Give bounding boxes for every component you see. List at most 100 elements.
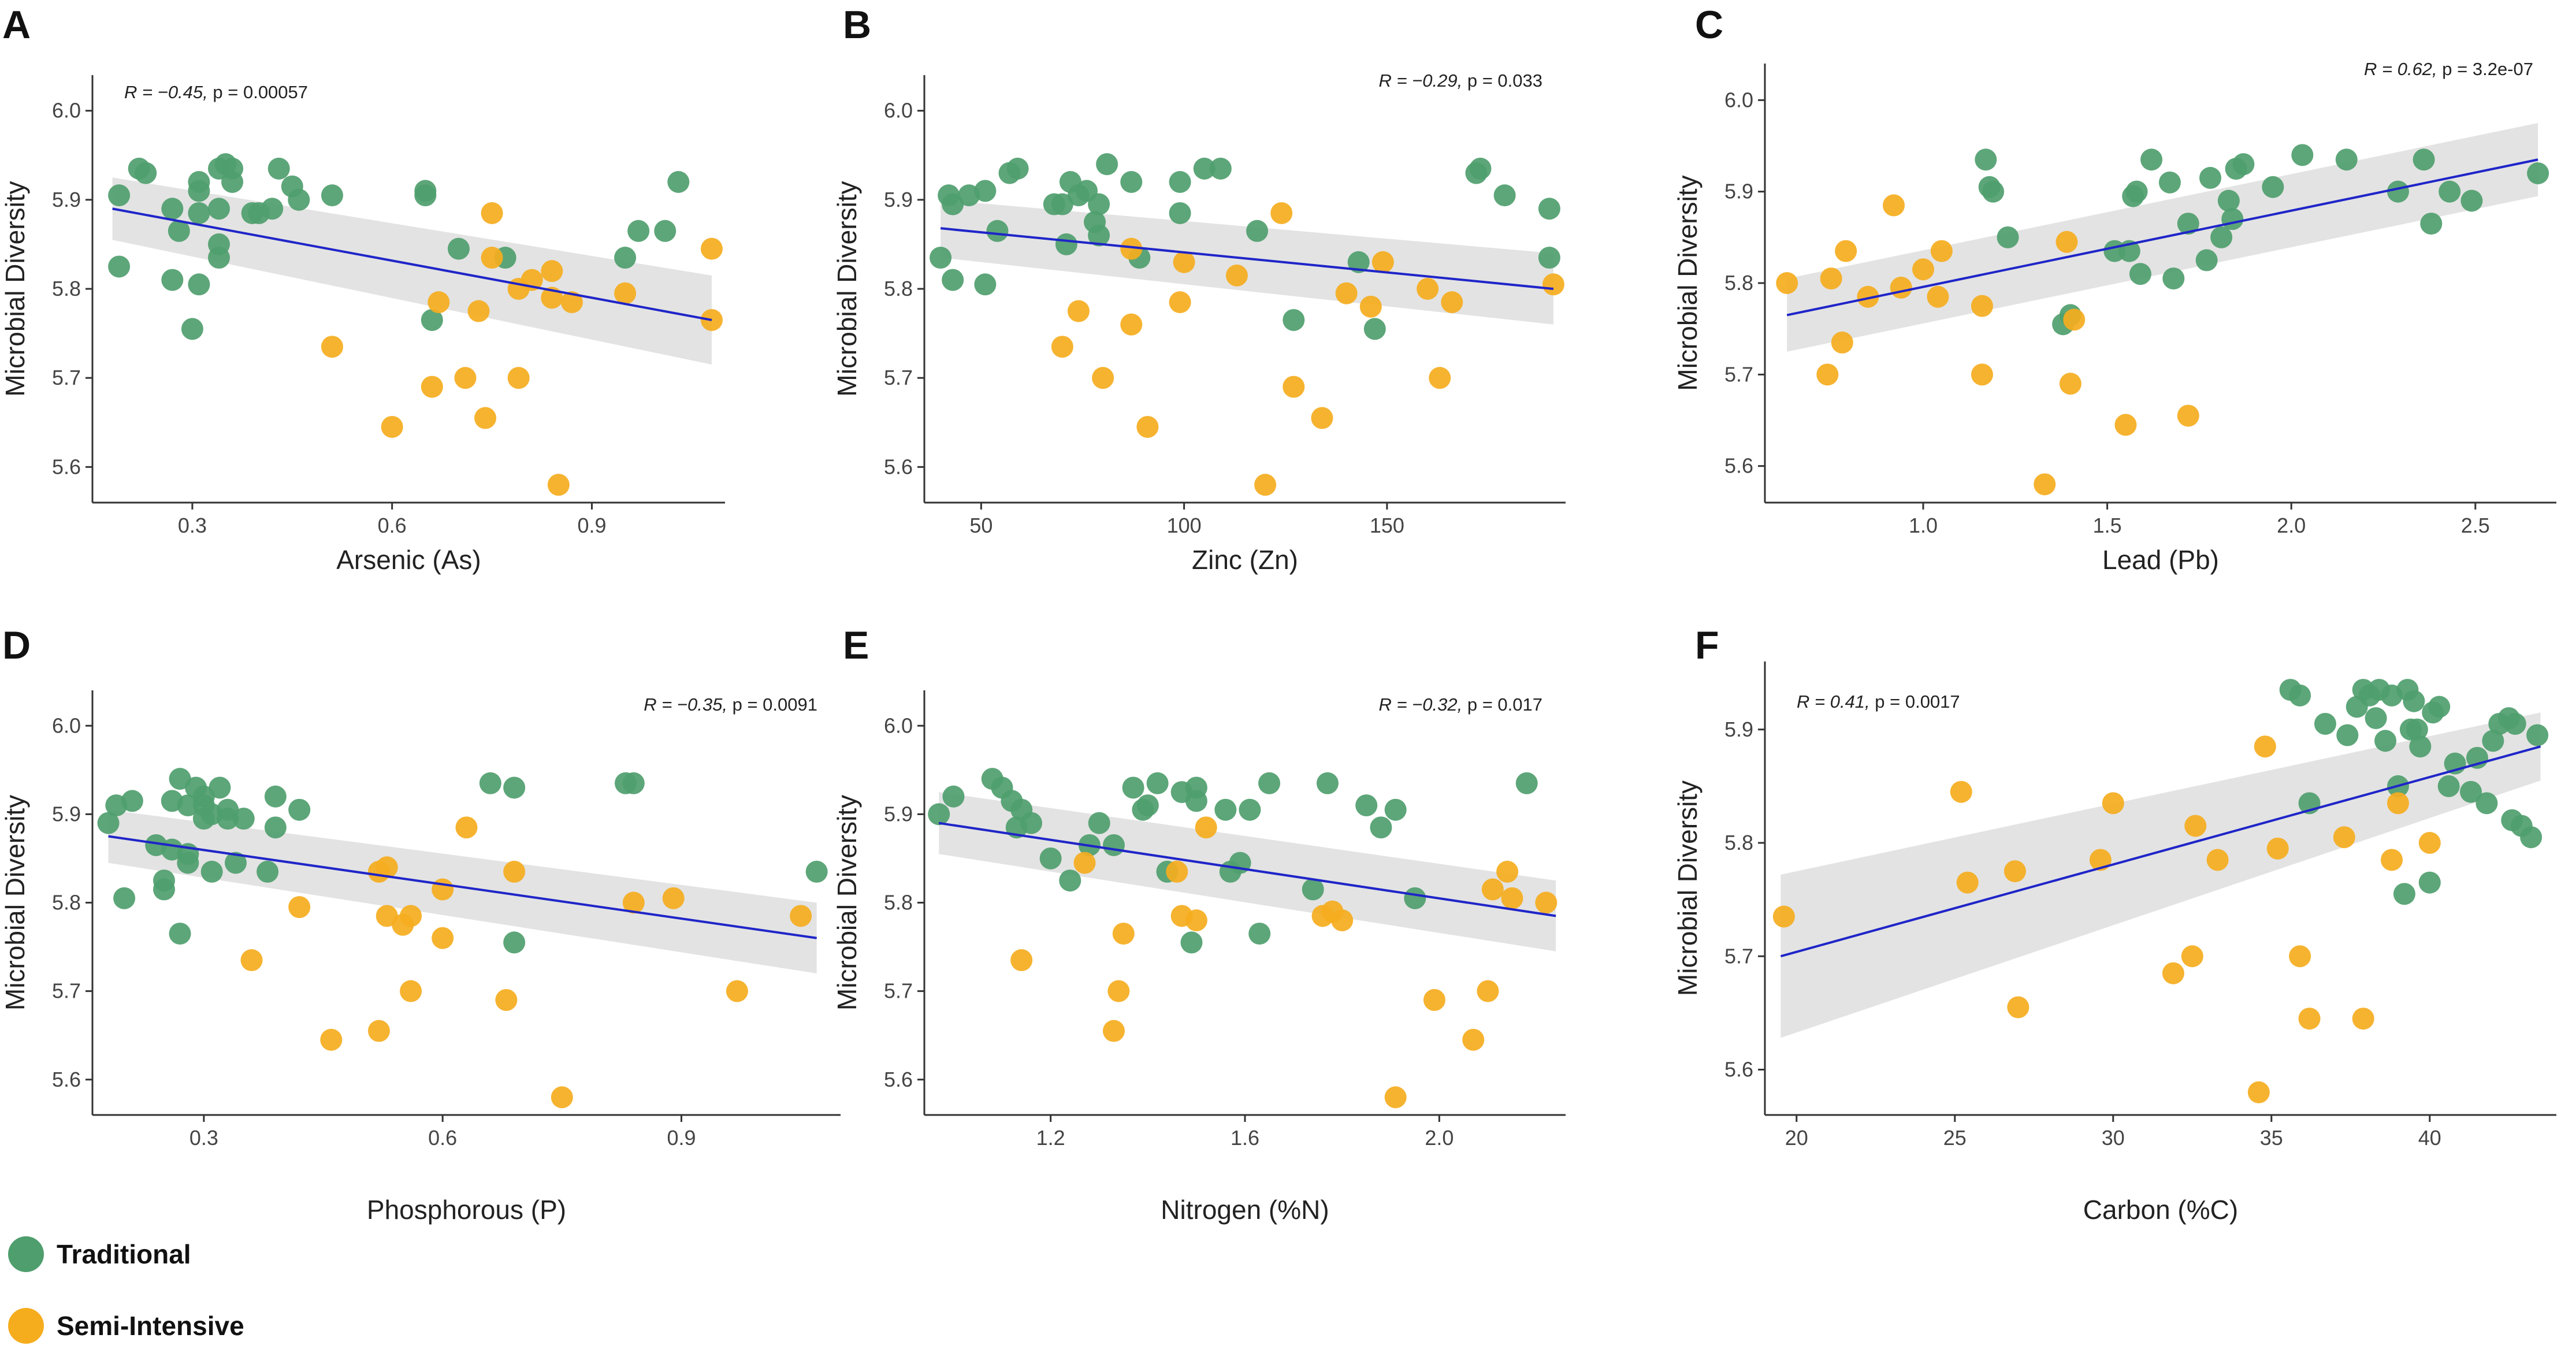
panel-f-point: [2409, 735, 2432, 758]
panel-a-point: [208, 233, 230, 255]
panel-c-point: [2059, 373, 2081, 395]
panel-b-point: [1120, 237, 1143, 260]
panel-d-point: [400, 980, 422, 1002]
panel-b-point: [1347, 251, 1370, 273]
panel-f-series-semi-intensive: [1772, 735, 2441, 1103]
panel-d-stat-r: R = −0.35,: [644, 694, 732, 715]
panel-b-point: [1246, 220, 1269, 242]
panel-c-point: [2460, 189, 2483, 212]
panel-b-point: [1120, 313, 1143, 336]
panel-c-point: [2420, 213, 2443, 235]
panel-a-point: [541, 260, 563, 282]
panel-c-point: [1820, 267, 1842, 290]
panel-d-point: [169, 923, 191, 945]
panel-b-point: [1225, 264, 1248, 287]
panel-f-point: [2162, 962, 2184, 984]
panel-b-point: [1169, 202, 1191, 224]
panel-b-point: [1371, 251, 1394, 273]
panel-f-x-tick-label: 30: [2102, 1126, 2125, 1150]
panel-f-point: [2460, 780, 2482, 803]
panel-b-point: [942, 269, 964, 291]
panel-a-point: [208, 198, 230, 220]
panel-d-x-tick-label: 0.6: [428, 1126, 457, 1150]
panel-d-point: [455, 816, 478, 839]
panel-e-point: [1073, 852, 1096, 874]
panel-a-point: [454, 367, 477, 389]
panel-f-stat-annotation: R = 0.41, p = 0.0017: [1797, 692, 1960, 712]
panel-b-point: [1538, 247, 1560, 269]
panel-d-point: [217, 808, 239, 830]
panel-d-point: [376, 856, 398, 879]
panel-e-point: [1404, 887, 1426, 909]
panel-c-point: [2177, 404, 2199, 427]
panel-d-point: [113, 887, 136, 909]
panel-d-point: [288, 798, 311, 821]
panel-c-point: [2232, 153, 2255, 176]
panel-e-stat-r: R = −0.32,: [1378, 694, 1467, 715]
panel-d-point: [257, 860, 279, 883]
panel-f-point: [2374, 730, 2397, 752]
panel-a-point: [474, 407, 497, 429]
panel-c-point: [2413, 148, 2435, 171]
panel-a-point: [221, 171, 244, 193]
panel-a-y-tick-label: 5.8: [52, 277, 81, 300]
panel-b-point: [1538, 198, 1560, 220]
panel-b-y-tick-label: 6.0: [884, 99, 913, 122]
panel-c-point: [2221, 208, 2244, 231]
panel-c-point: [1831, 331, 1853, 354]
panel-d-point: [264, 816, 287, 839]
legend-label-traditional: Traditional: [57, 1239, 191, 1269]
panel-d-y-tick-label: 5.7: [52, 979, 81, 1003]
panel-b-point: [1493, 184, 1516, 207]
panel-d-y-tick-label: 5.6: [52, 1068, 81, 1091]
panel-a-point: [447, 237, 470, 260]
panel-c-point: [1930, 240, 1953, 262]
panel-a-letter: A: [2, 3, 31, 47]
panel-c-x-tick-label: 1.5: [2093, 514, 2122, 537]
panel-a-point: [168, 220, 190, 242]
panel-a-point: [627, 220, 650, 242]
panel-a-point: [614, 282, 637, 304]
panel-d-point: [97, 812, 120, 834]
panel-f-stat-p: p = 0.0017: [1875, 692, 1960, 712]
panel-c-y-tick-label: 5.7: [1724, 362, 1753, 386]
panel-e-point: [1039, 847, 1062, 869]
panel-c-point: [1982, 180, 2005, 203]
panel-e-point: [1477, 980, 1499, 1002]
panel-a-regression-line: [112, 207, 712, 321]
panel-b-x-tick-label: 150: [1370, 514, 1404, 537]
panel-b-series-semi-intensive: [1051, 202, 1564, 496]
panel-e-letter: E: [843, 623, 869, 667]
panel-a-stat-p: p = 0.00057: [213, 82, 308, 102]
panel-b-point: [1051, 193, 1073, 215]
panel-a-y-tick-label: 6.0: [52, 99, 81, 122]
panel-a-point: [414, 184, 437, 207]
panel-a-point: [654, 220, 676, 242]
panel-c-y-axis-title: Microbial Diversity: [1672, 175, 1703, 391]
panel-e-series-semi-intensive: [1010, 816, 1558, 1109]
panel-c-point: [2335, 148, 2358, 171]
panel-d-point: [495, 988, 518, 1011]
panel-a-x-tick-label: 0.3: [178, 514, 207, 537]
panel-d-point: [288, 896, 311, 919]
panel-c-y-tick-label: 5.9: [1724, 180, 1753, 203]
panel-f-point: [2247, 1081, 2270, 1103]
panel-e-point: [1185, 776, 1207, 799]
panel-f-point: [2387, 792, 2409, 815]
panel-d-point: [224, 852, 247, 874]
panel-f: F 20 25 30 35 40 5.6 5.7 5.8 5.9 Carbon (%C) Microb…: [1672, 623, 2556, 1225]
panel-c-point: [2140, 148, 2163, 171]
panel-d-point: [805, 860, 828, 883]
panel-b-point: [942, 193, 964, 215]
panel-b-point: [986, 220, 1009, 242]
panel-e-point: [1166, 860, 1188, 883]
panel-f-point: [2381, 849, 2403, 871]
panel-c-point: [2439, 180, 2461, 203]
panel-e-point: [1535, 891, 1558, 914]
panel-b-point: [1469, 157, 1492, 180]
panel-d-y-tick-label: 6.0: [52, 713, 81, 737]
panel-c-point: [2162, 267, 2185, 290]
panel-b-point: [1055, 233, 1077, 255]
panel-c-point: [1975, 148, 1997, 171]
panel-e-point: [1146, 772, 1169, 794]
